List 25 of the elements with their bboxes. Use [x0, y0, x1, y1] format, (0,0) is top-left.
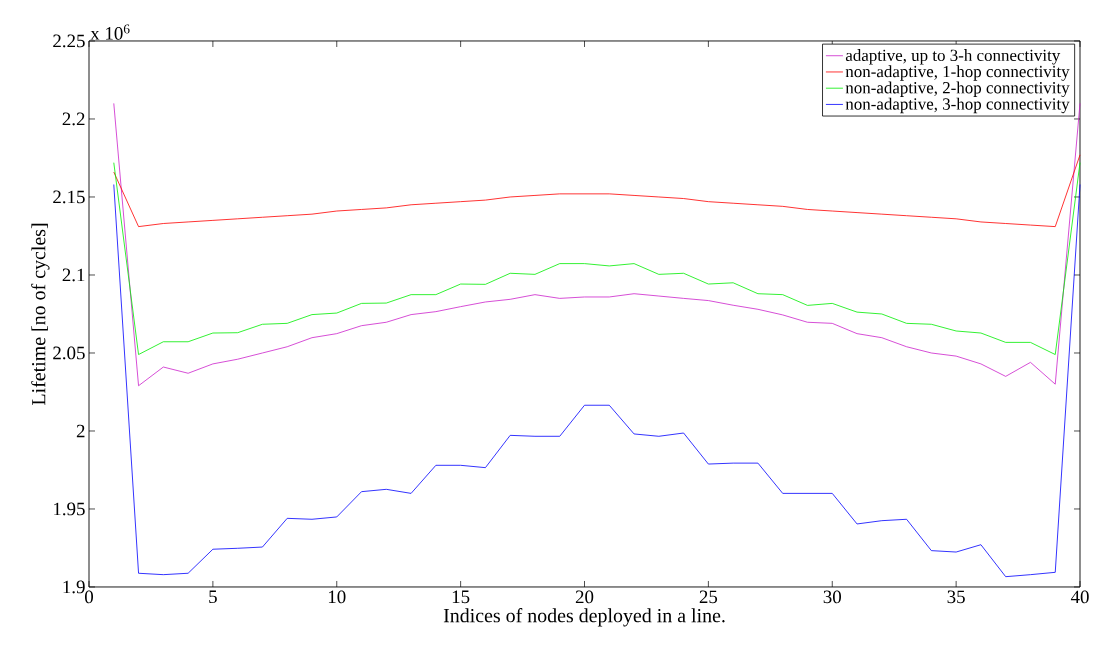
y-tick-label: 2.1 — [62, 268, 85, 282]
x-tick-label: 35 — [947, 590, 965, 604]
text: x 10$^{6}$ — [90, 24, 130, 40]
y-tick-label: 2.05 — [53, 346, 85, 360]
legend-label: non-adaptive, 1-hop connectivity — [845, 65, 1070, 81]
x-tick-label: 20 — [575, 590, 594, 604]
y-tick-label: 1.95 — [54, 502, 85, 516]
legend-label: non-adaptive, 2-hop connectivity — [845, 81, 1070, 97]
x-tick-label: 30 — [823, 590, 841, 604]
x-tick-label: 15 — [452, 590, 470, 604]
y-tick-label: 1.9 — [63, 580, 85, 594]
x-tick-label: 5 — [209, 590, 217, 604]
legend-label: adaptive, up to 3-h connectivity — [845, 49, 1061, 65]
y-tick-label: 2.2 — [62, 112, 85, 126]
x-tick-label: 25 — [699, 590, 718, 604]
y-axis-title: Lifetime [no of cycles] — [31, 223, 50, 405]
x-tick-label: 40 — [1070, 590, 1089, 604]
line-series — [113, 162, 1081, 355]
x-axis-title: Indices of nodes deployed in a line. — [443, 608, 725, 627]
x-tick-label: 0 — [85, 590, 94, 604]
legend-label: non-adaptive, 3-hop connectivity — [845, 97, 1070, 114]
y-tick-label: 2.15 — [53, 190, 85, 204]
y-tick-label: 2 — [76, 424, 85, 438]
x-tick-label: 10 — [328, 590, 346, 604]
y-tick-label: 2.25 — [53, 34, 85, 48]
